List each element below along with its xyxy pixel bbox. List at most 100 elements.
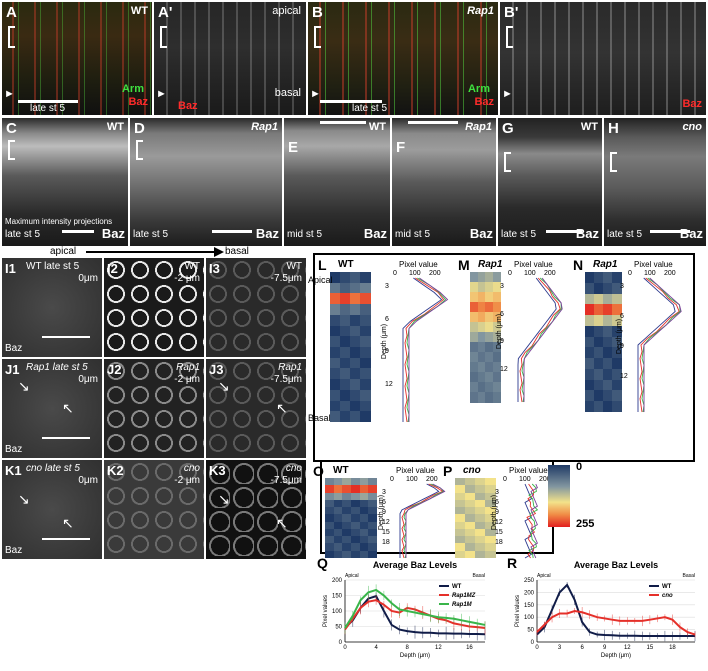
profile-line	[519, 277, 561, 403]
apical-label: Apical	[345, 573, 359, 579]
panel-label: L	[318, 257, 327, 273]
profile-line	[528, 483, 539, 559]
panel-title: Rap1	[278, 362, 302, 373]
genotype: WT	[333, 465, 349, 476]
basal-label: basal	[274, 87, 301, 99]
panel-k1: K1 cno late st 5 0μm Baz ↖ ↘	[2, 460, 102, 559]
tick-x: 200	[539, 476, 551, 483]
heatmap-cell	[360, 293, 371, 305]
heatmap-cell	[612, 272, 622, 284]
scale-bar	[42, 437, 90, 439]
panel-label: I2	[107, 261, 118, 276]
stage: late st 5	[607, 229, 643, 240]
heatmap-cell	[492, 282, 501, 293]
panel-label: P	[443, 463, 453, 479]
heatmap-cell	[330, 304, 341, 316]
heatmap-cell	[485, 478, 496, 486]
heatmap-cell	[325, 499, 335, 508]
panel-i2: I2 WT -2 μm	[104, 258, 204, 357]
heatmap-cell	[470, 372, 478, 383]
heatmap-cell	[359, 550, 369, 559]
heatmap-cell	[455, 499, 466, 508]
marker: Baz	[575, 226, 599, 241]
heatmap-cell	[333, 543, 343, 552]
panel-label: J3	[209, 362, 224, 377]
genotype: Rap1	[251, 121, 278, 133]
bracket	[8, 140, 15, 160]
heatmap-cell	[350, 304, 361, 316]
heatmap-cell	[477, 362, 486, 373]
colorbar-max: 255	[576, 518, 595, 530]
tick-y: 3	[385, 283, 389, 290]
x-tick-label: 16	[466, 645, 473, 651]
heatmap-cell	[465, 543, 476, 552]
tick-y: 18	[382, 539, 390, 546]
y-tick-label: 250	[524, 578, 535, 584]
profile-lines	[402, 277, 449, 423]
x-axis-label: Depth (μm)	[400, 653, 430, 659]
apical-label: Apical	[308, 275, 333, 285]
heatmap-cell	[360, 411, 371, 423]
profile-lines	[637, 277, 682, 413]
panel-b-prime-cells	[500, 2, 706, 115]
panel-label: R	[507, 555, 517, 571]
arrow-icon: ↖	[62, 400, 74, 416]
marker: Baz	[101, 226, 125, 241]
heatmap-cell	[351, 543, 361, 552]
tick-x: 100	[406, 476, 418, 483]
heatmap-cell	[350, 272, 361, 284]
heatmap-cell	[477, 352, 486, 363]
heatmap-cell	[360, 282, 371, 294]
heatmap-cell	[465, 492, 476, 501]
heatmap-cell	[368, 492, 378, 501]
heatmap-cell	[360, 347, 371, 359]
chart-q: Q Average Baz Levels Apical Basal 0 50 100 150 2…	[317, 555, 486, 659]
heatmap-cell	[359, 492, 369, 501]
heatmap-cell	[342, 499, 352, 508]
tick-y: 18	[495, 539, 503, 546]
tick-y: 9	[385, 348, 389, 355]
heatmap-cell	[351, 521, 361, 530]
tick-x: 100	[524, 270, 536, 277]
heatmap-cell	[330, 314, 341, 327]
profile-lines	[399, 483, 446, 559]
heatmap-cell	[477, 372, 486, 383]
heatmap-cell	[455, 528, 466, 537]
y-tick-label: 100	[332, 609, 343, 615]
heatmap-cell	[603, 368, 613, 381]
genotype: WT	[338, 259, 354, 270]
heatmap-cell	[350, 357, 361, 369]
panel-label: I1	[5, 261, 16, 276]
heatmap-cell	[342, 485, 352, 494]
heatmap-cell	[342, 521, 352, 530]
heatmap-cell	[325, 507, 335, 515]
panel-a: A WT ► Arm Baz late st 5	[2, 2, 152, 115]
profile-line	[521, 277, 562, 403]
panel-label: I3	[209, 261, 220, 276]
marker-arm: Arm	[121, 83, 144, 95]
panel-a-prime-cells	[154, 2, 306, 115]
x-tick-label: 6	[580, 645, 584, 651]
heatmap-cell	[350, 336, 361, 348]
heatmap-cell	[492, 312, 501, 323]
marker: Baz	[5, 444, 23, 455]
heatmap-cell	[360, 314, 371, 327]
scale-bar	[320, 100, 382, 103]
heatmap-cell	[340, 314, 351, 327]
heatmap-cell	[330, 411, 341, 423]
tick-x: 100	[519, 476, 531, 483]
heatmap-cell	[330, 282, 341, 294]
heatmap-cell	[475, 492, 486, 501]
arrowhead-icon: ►	[4, 88, 15, 100]
heatmap-cell	[455, 514, 466, 523]
stage: mid st 5	[287, 229, 323, 240]
heatmap-cell	[603, 390, 613, 402]
heatmap-cell	[594, 401, 604, 413]
heatmap-cell	[340, 368, 351, 380]
heatmap-cell	[475, 543, 486, 552]
tick-y: 12	[382, 519, 390, 526]
heatmap-cell	[465, 514, 476, 523]
heatmap-cell	[594, 379, 604, 391]
panel-g: G WT late st 5 Baz	[498, 118, 602, 246]
heatmap-cell	[368, 485, 378, 494]
